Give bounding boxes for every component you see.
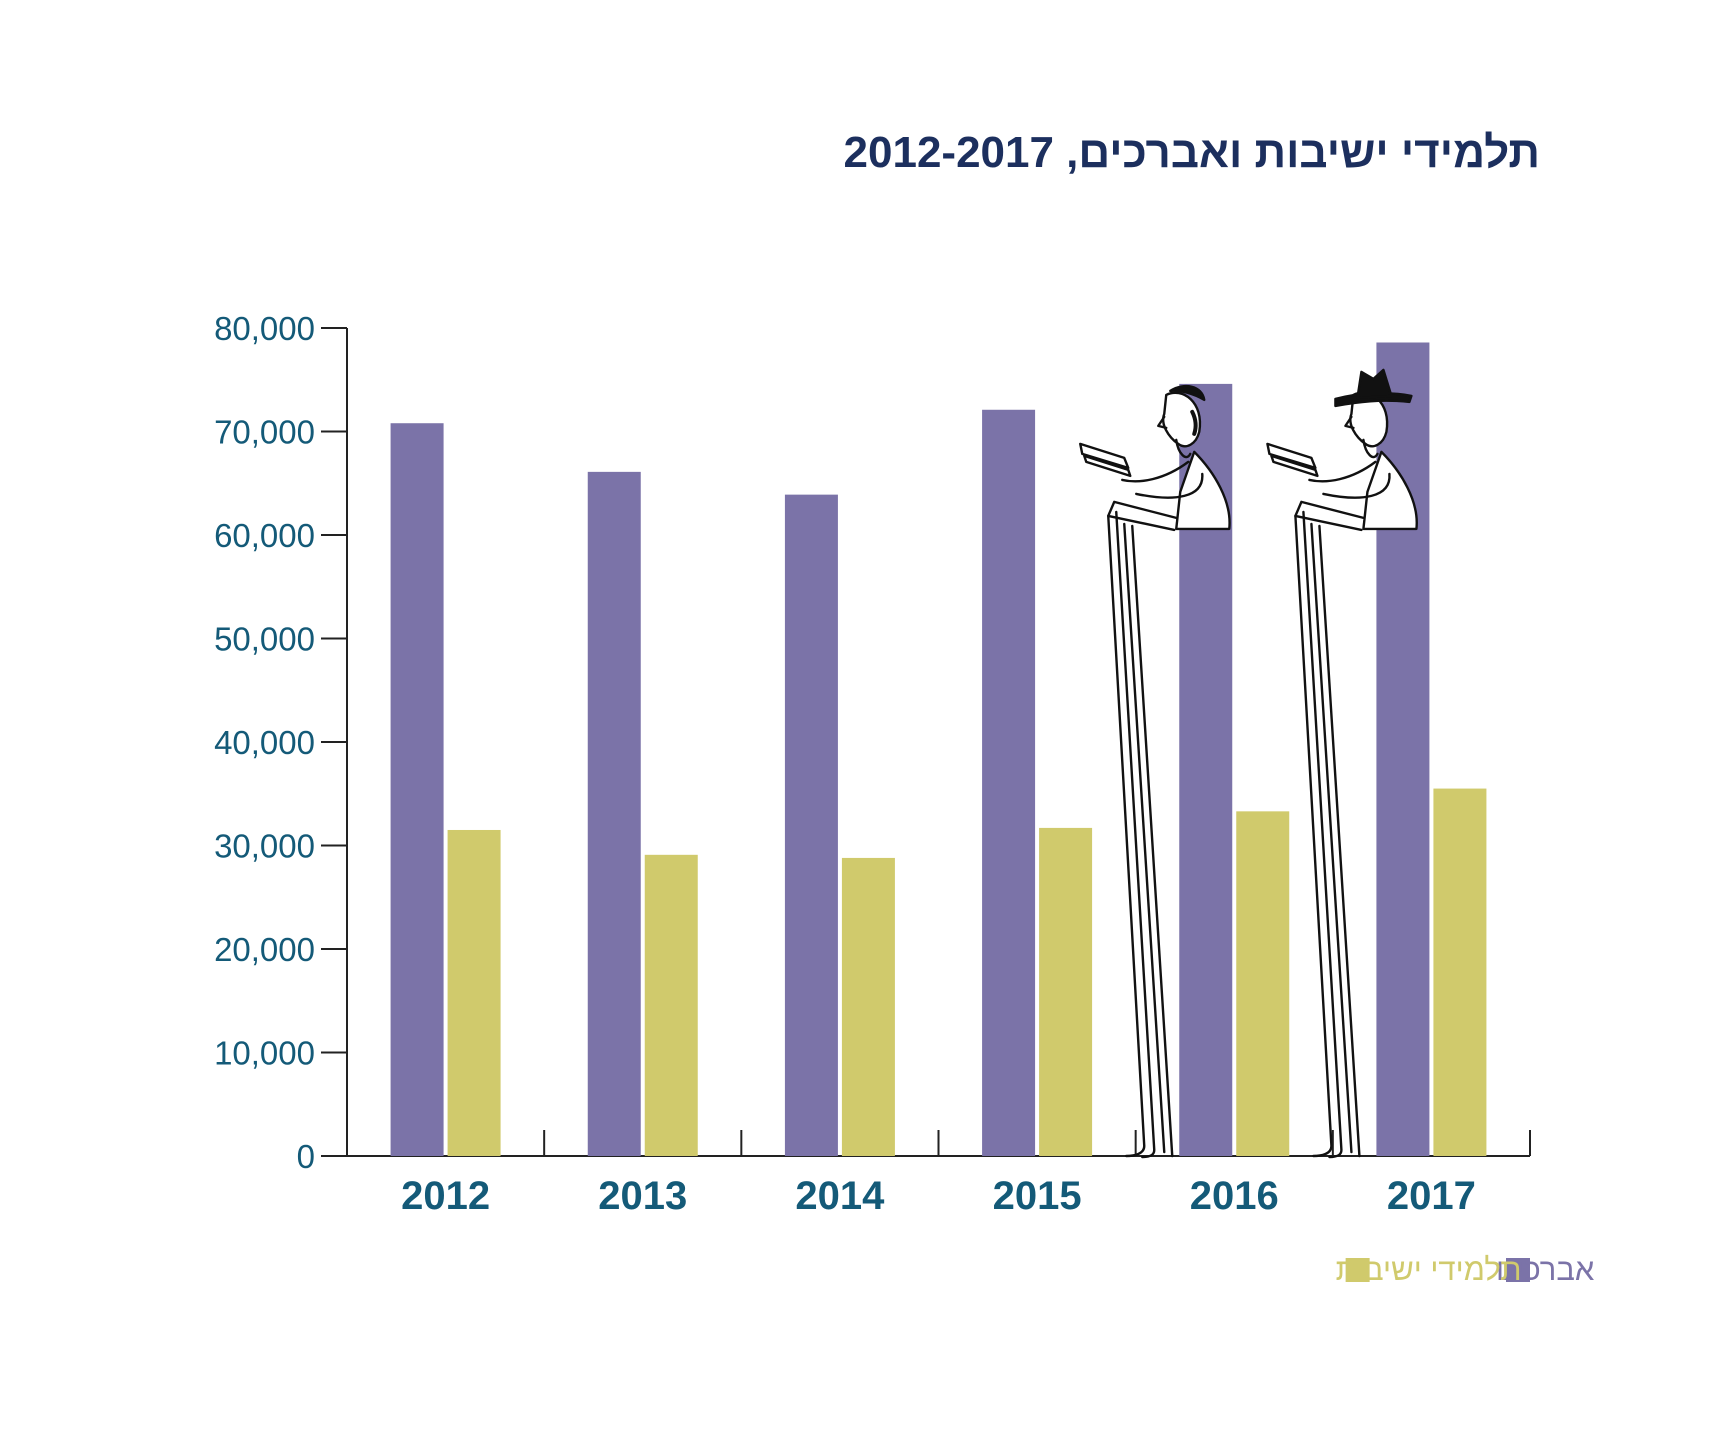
book <box>1079 442 1130 470</box>
man-arm <box>1322 472 1391 499</box>
man-reading-hat-illustration <box>1266 368 1418 1159</box>
man-arm <box>1121 460 1190 483</box>
man-leg <box>1123 522 1166 1154</box>
y-tick-label: 80,000 <box>214 310 315 347</box>
bar-avrechim-2013 <box>587 471 641 1156</box>
y-tick-label: 70,000 <box>214 414 315 451</box>
hat-crown <box>1356 368 1393 400</box>
x-tick-label: 2017 <box>1387 1174 1476 1218</box>
bar-yeshiva-2014 <box>841 857 895 1156</box>
y-tick-label: 30,000 <box>214 828 315 865</box>
x-tick-label: 2013 <box>598 1174 687 1218</box>
man-leg <box>1302 510 1343 1159</box>
man-beard <box>1175 438 1192 459</box>
legend-label-avrechim: אברכים <box>1496 1252 1595 1287</box>
book <box>1266 442 1317 470</box>
man-nose <box>1344 415 1355 430</box>
man-torso <box>1362 450 1418 531</box>
man-leg <box>1107 514 1146 1158</box>
bar-yeshiva-2013 <box>644 854 698 1156</box>
man-leg <box>1294 514 1333 1158</box>
y-tick-label: 40,000 <box>214 724 315 761</box>
legend-swatch-yeshiva <box>1345 1258 1370 1282</box>
man-arm <box>1308 460 1377 483</box>
bar-avrechim-2015 <box>982 409 1036 1156</box>
x-tick-label: 2014 <box>795 1174 885 1218</box>
man-leg <box>1310 522 1353 1154</box>
legend-swatch-avrechim <box>1506 1258 1530 1282</box>
man-arm <box>1135 472 1204 499</box>
y-tick-label: 0 <box>297 1138 315 1175</box>
bar-yeshiva-2017 <box>1433 788 1487 1156</box>
bar-yeshiva-2016 <box>1236 811 1290 1156</box>
bars-group <box>390 342 1487 1157</box>
legend-label-yeshiva: תלמידי ישיבות <box>1336 1252 1522 1287</box>
hair-side <box>1190 409 1198 436</box>
man-leg <box>1131 524 1174 1158</box>
bar-avrechim-2012 <box>390 423 444 1157</box>
axes: 0 10,000 20,000 30,000 40,000 50,000 60,000 70,… <box>214 310 1531 1218</box>
bar-yeshiva-2015 <box>1039 827 1093 1156</box>
chart-title: תלמידי ישיבות ואברכים, 2012-2017 <box>843 128 1540 177</box>
man-torso <box>1175 450 1231 531</box>
y-tick-label: 50,000 <box>214 621 315 658</box>
y-tick-label: 60,000 <box>214 517 315 554</box>
y-tick-label: 10,000 <box>214 1035 315 1072</box>
man-leg <box>1318 524 1361 1158</box>
man-thigh <box>1294 500 1365 532</box>
x-tick-label: 2016 <box>1190 1174 1279 1218</box>
man-leg <box>1115 510 1156 1159</box>
x-tick-label: 2015 <box>993 1174 1082 1218</box>
bar-yeshiva-2012 <box>447 829 501 1156</box>
y-tick-label: 20,000 <box>214 931 315 968</box>
book-pages <box>1083 454 1132 478</box>
man-thigh <box>1107 500 1178 532</box>
bar-avrechim-2014 <box>784 494 838 1156</box>
man-nose <box>1157 415 1168 430</box>
illustrations <box>1079 368 1418 1159</box>
man-reading-kippah-illustration <box>1079 384 1231 1159</box>
book-pages <box>1270 454 1319 478</box>
man-beard <box>1362 438 1379 459</box>
x-tick-label: 2012 <box>401 1174 490 1218</box>
kippah <box>1169 384 1206 402</box>
